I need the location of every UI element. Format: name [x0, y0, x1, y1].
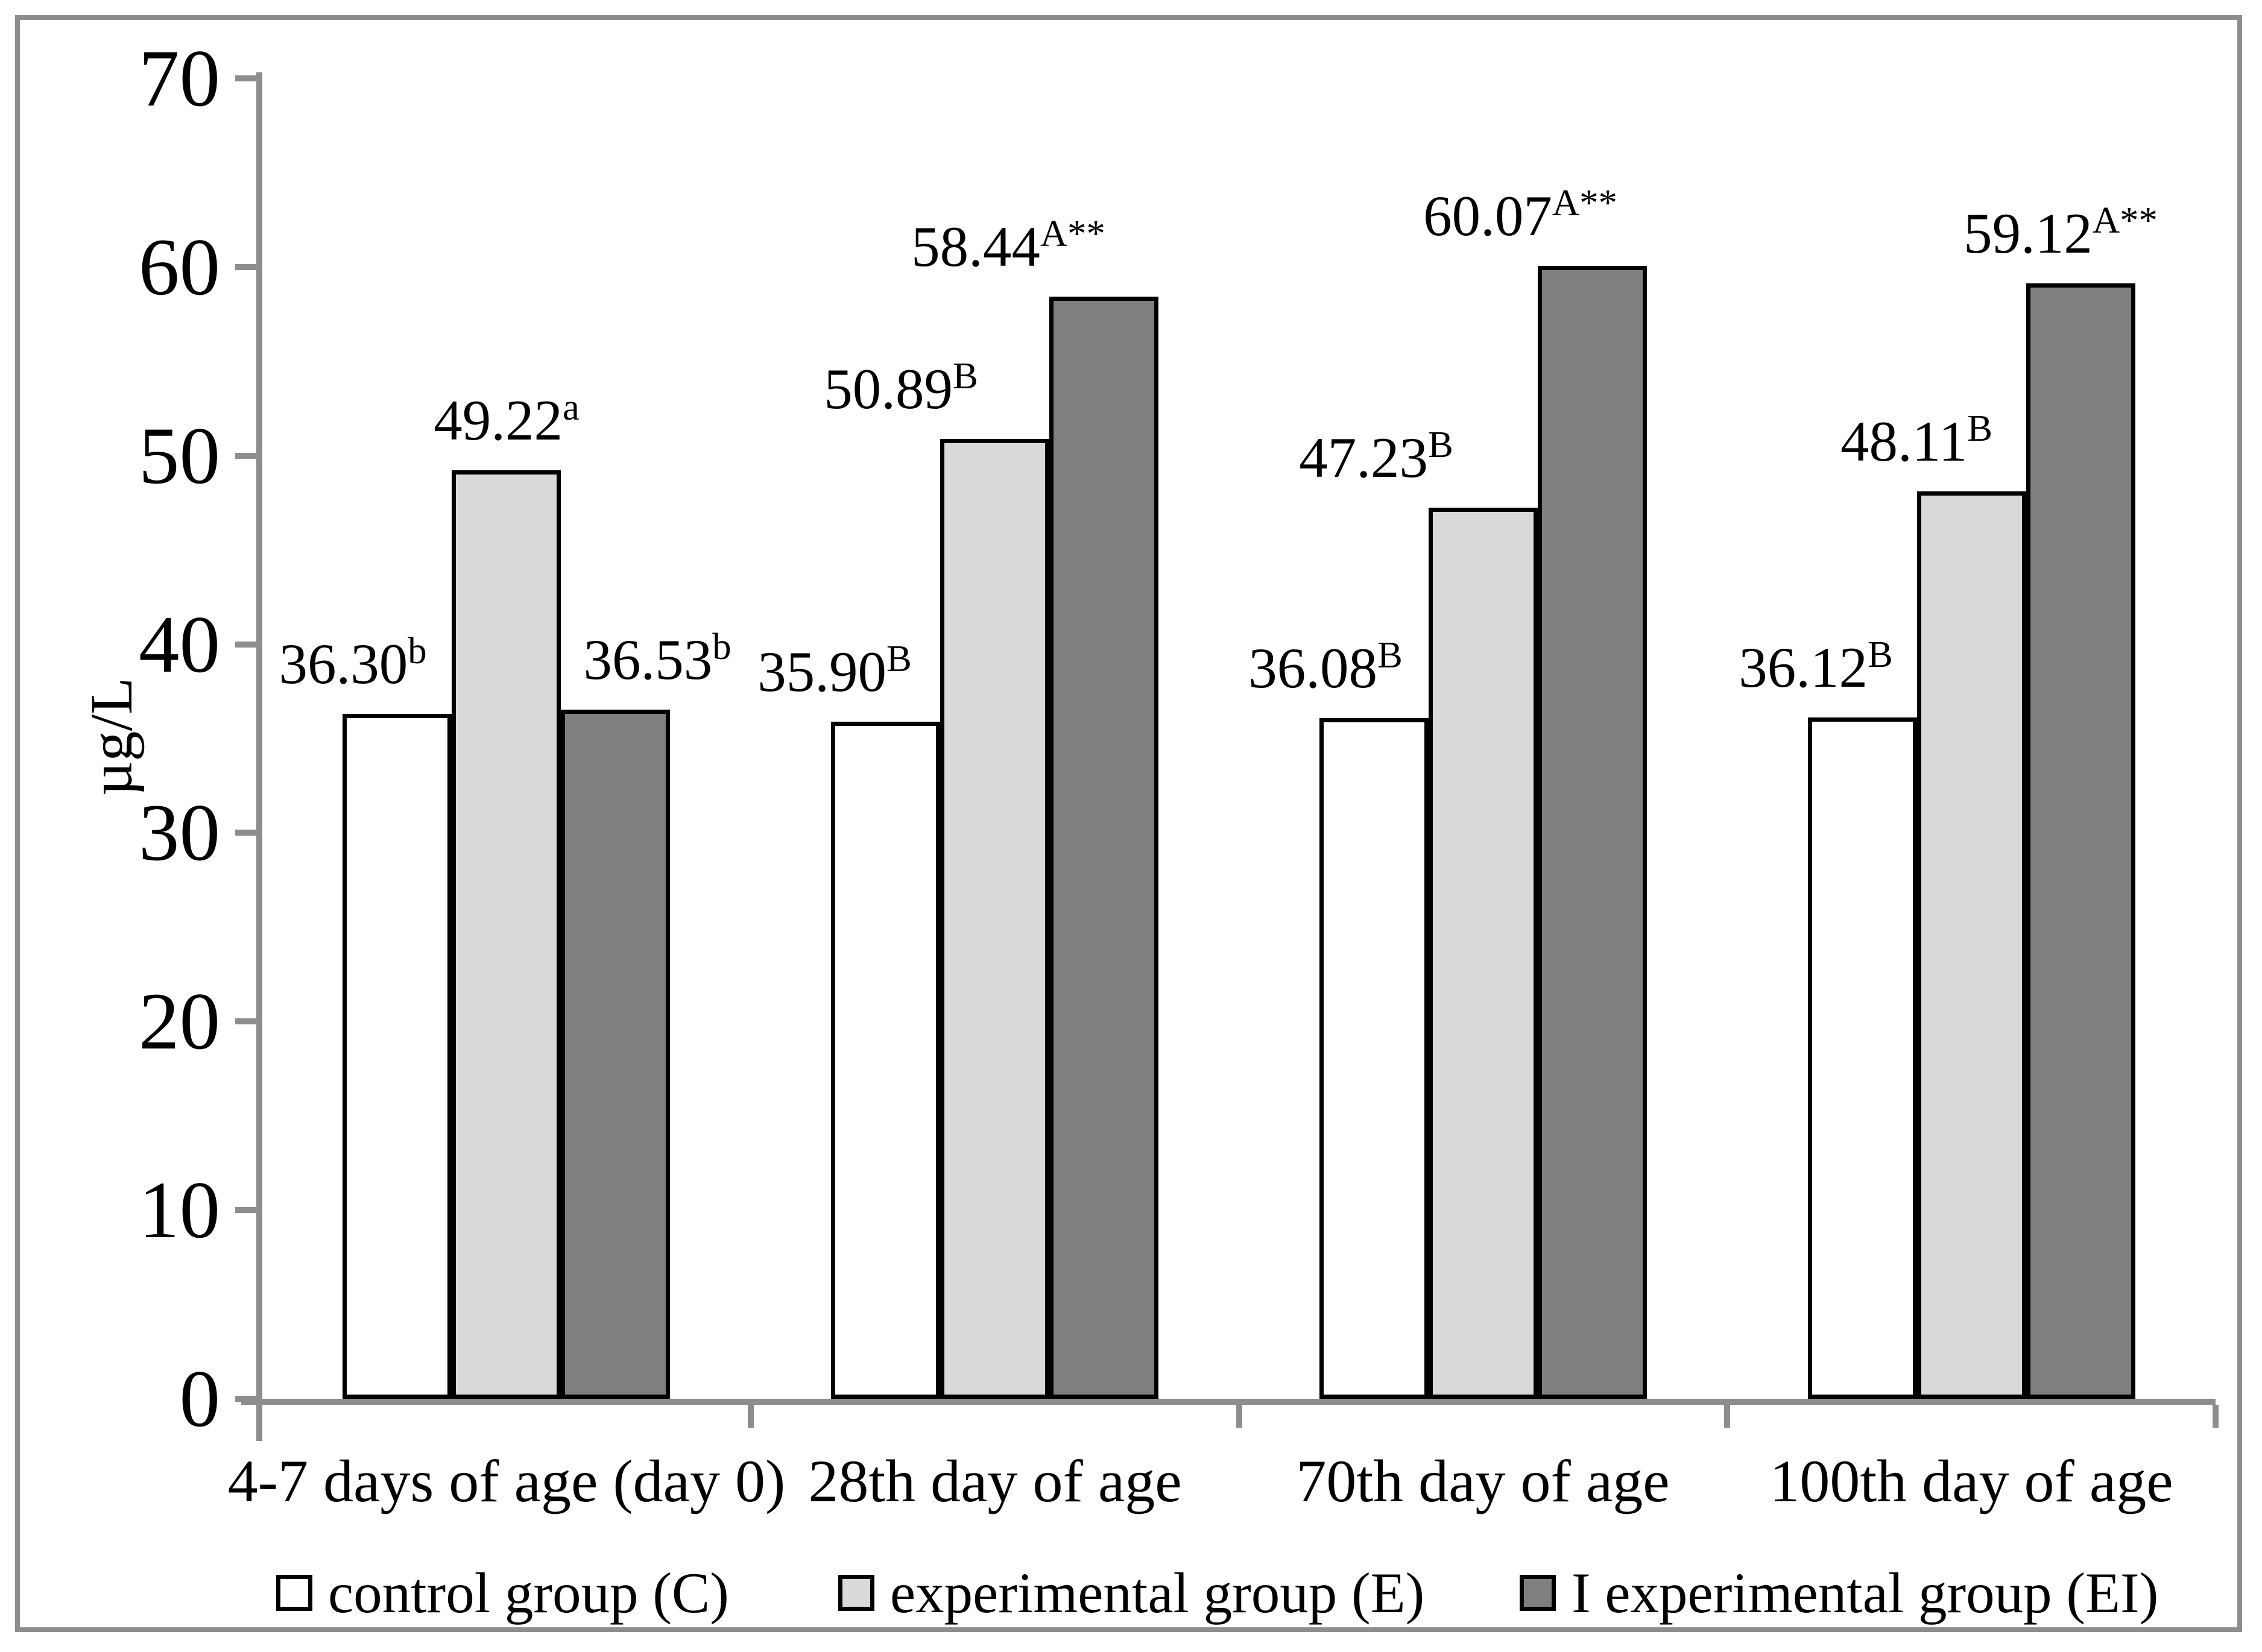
x-category-label: 4-7 days of age (day 0) [227, 1448, 786, 1515]
bar-value-superscript: B [1377, 634, 1403, 676]
y-tick-label: 20 [139, 977, 220, 1067]
y-tick-label: 0 [179, 1354, 221, 1444]
y-tick-label: 60 [139, 222, 220, 312]
y-tick-mark [235, 264, 262, 270]
y-tick-mark [235, 1207, 262, 1213]
bar-value-label: 49.22a [434, 388, 580, 449]
legend-label: control group (C) [328, 1560, 729, 1625]
x-category-label: 28th day of age [808, 1448, 1182, 1515]
bar-value-number: 36.12 [1739, 635, 1868, 699]
bar-control-group-3 [1319, 718, 1429, 1399]
y-tick-mark [235, 1396, 262, 1402]
legend-label: experimental group (E) [890, 1560, 1425, 1625]
bar-value-label: 60.07A** [1423, 184, 1617, 245]
legend-item: I experimental group (EI) [1520, 1560, 2159, 1625]
bar-value-superscript: A** [1552, 181, 1617, 224]
bar-value-label: 58.44A** [911, 215, 1105, 279]
legend-label: I experimental group (EI) [1572, 1560, 2159, 1625]
y-tick-label: 50 [139, 411, 220, 501]
bar-experimental-group-1 [452, 470, 561, 1399]
y-axis-title: µg/L [78, 677, 145, 796]
bar-experimental-group-3 [1429, 508, 1538, 1399]
y-tick-mark [235, 830, 262, 836]
bar-value-superscript: B [1867, 633, 1893, 676]
bar-value-superscript: B [1967, 407, 1993, 450]
legend-item: control group (C) [276, 1560, 729, 1625]
bar-ei-experimental-group-2 [1049, 297, 1158, 1399]
bar-value-number: 59.12 [1963, 201, 2093, 265]
bar-value-label: 36.12B [1739, 635, 1893, 696]
y-tick-mark [235, 1018, 262, 1024]
bar-value-label: 47.23B [1299, 426, 1453, 490]
legend-swatch [276, 1575, 312, 1611]
bar-value-number: 36.30 [279, 632, 408, 696]
bar-control-group-4 [1808, 717, 1917, 1399]
bar-value-superscript: B [886, 637, 912, 680]
bar-value-number: 50.89 [824, 357, 953, 421]
bar-value-superscript: a [562, 386, 580, 429]
bar-value-superscript: B [1427, 423, 1453, 466]
bar-value-number: 48.11 [1840, 409, 1968, 473]
bar-control-group-2 [831, 722, 940, 1399]
figure-border-frame [15, 15, 2242, 1632]
x-tick-mark [748, 1405, 754, 1428]
y-tick-label: 40 [139, 600, 220, 690]
bar-ei-experimental-group-4 [2026, 283, 2135, 1399]
bar-value-label: 36.08B [1248, 636, 1403, 697]
x-tick-mark [1724, 1405, 1730, 1428]
legend-swatch [838, 1575, 874, 1611]
bar-value-number: 35.90 [757, 640, 886, 704]
x-category-label: 70th day of age [1296, 1448, 1670, 1515]
bar-control-group-1 [343, 714, 452, 1399]
bar-value-number: 58.44 [911, 215, 1040, 279]
y-tick-mark [235, 453, 262, 459]
bar-ei-experimental-group-1 [561, 710, 670, 1399]
bar-value-label: 59.12A** [1963, 201, 2158, 262]
bar-value-superscript: B [952, 355, 978, 397]
bar-value-superscript: b [408, 629, 427, 672]
x-category-label: 100th day of age [1769, 1448, 2173, 1515]
bar-ei-experimental-group-3 [1538, 266, 1647, 1399]
bar-value-superscript: A** [1040, 212, 1105, 255]
y-tick-label: 10 [139, 1165, 220, 1255]
bar-value-number: 49.22 [434, 388, 563, 452]
y-axis-line [256, 72, 262, 1441]
bar-value-number: 60.07 [1423, 184, 1552, 248]
x-tick-mark [2213, 1405, 2219, 1428]
bar-value-label: 36.30b [279, 632, 426, 696]
bar-value-superscript: A** [2092, 199, 2158, 242]
y-tick-mark [235, 75, 262, 81]
bar-value-superscript: b [712, 625, 731, 668]
x-axis-line [241, 1399, 2216, 1405]
y-tick-label: 70 [139, 34, 220, 124]
x-tick-mark [1236, 1405, 1242, 1428]
bar-value-label: 48.11B [1840, 409, 1992, 470]
bar-value-number: 36.08 [1248, 636, 1377, 700]
bar-value-label: 35.90B [757, 640, 912, 704]
bar-value-number: 47.23 [1299, 426, 1428, 490]
bar-value-number: 36.53 [583, 628, 713, 692]
bar-experimental-group-2 [940, 439, 1049, 1399]
y-tick-label: 30 [139, 788, 220, 878]
y-tick-mark [235, 642, 262, 648]
bar-experimental-group-4 [1917, 491, 2026, 1399]
legend-item: experimental group (E) [838, 1560, 1425, 1625]
bar-value-label: 50.89B [824, 357, 978, 418]
legend-swatch [1520, 1575, 1556, 1611]
bar-value-label: 36.53b [583, 628, 731, 692]
